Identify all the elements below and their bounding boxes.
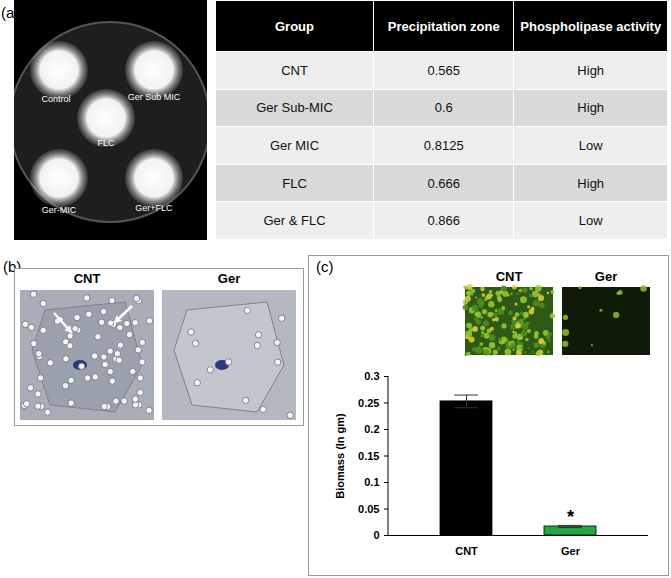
html-text:0.8125: 0.8125 (423, 138, 464, 153)
html-text:Group: Group (275, 18, 314, 34)
html-text:Low: Low (578, 138, 603, 153)
html-text:Phospholipase activity: Phospholipase activity (520, 18, 662, 34)
svg-text:(c): (c) (316, 258, 334, 275)
html-text:0.565: 0.565 (427, 62, 460, 78)
html-text:(a): (a) (1, 4, 20, 21)
html-text:0.666: 0.666 (427, 175, 460, 191)
svg-text:Ger+FLC: Ger+FLC (135, 203, 173, 213)
svg-text:0.2: 0.2 (364, 423, 379, 435)
svg-text:Biomass (In gm): Biomass (In gm) (334, 413, 346, 499)
svg-text:0.3: 0.3 (364, 370, 379, 382)
svg-text:0.25: 0.25 (358, 397, 379, 409)
svg-text:Ger: Ger (218, 271, 240, 286)
svg-text:0.15: 0.15 (358, 450, 379, 462)
svg-text:0.1: 0.1 (364, 476, 379, 488)
svg-text:FLC: FLC (97, 138, 115, 148)
html-text:(b): (b) (3, 258, 22, 275)
svg-text:CNT: CNT (74, 271, 101, 286)
svg-text:0: 0 (373, 529, 379, 541)
svg-text:0.05: 0.05 (358, 503, 379, 515)
html-text:High: High (577, 100, 605, 116)
html-text:Ger Sub-MIC: Ger Sub-MIC (256, 100, 333, 116)
html-text:FLC: FLC (282, 175, 307, 191)
html-text:Precipitation zone: Precipitation zone (387, 18, 500, 34)
html-text:High: High (577, 62, 605, 78)
svg-text:CNT: CNT (496, 269, 523, 284)
svg-text:*: * (567, 507, 574, 527)
html-text:High: High (577, 175, 605, 191)
html-text:Low: Low (578, 213, 603, 229)
html-text:CNT: CNT (281, 62, 308, 78)
html-text:Ger MIC: Ger MIC (269, 138, 320, 153)
html-text:0.6: 0.6 (434, 100, 453, 116)
svg-text:Ger-MIC: Ger-MIC (42, 205, 77, 215)
html-text:0.866: 0.866 (427, 213, 460, 229)
svg-text:Ger: Ger (561, 545, 581, 557)
html-text:Ger & FLC: Ger & FLC (263, 213, 326, 229)
svg-text:Ger: Ger (595, 269, 617, 284)
svg-text:CNT: CNT (455, 545, 478, 557)
svg-text:Control: Control (41, 94, 70, 104)
svg-text:Ger Sub MIC: Ger Sub MIC (128, 92, 181, 102)
